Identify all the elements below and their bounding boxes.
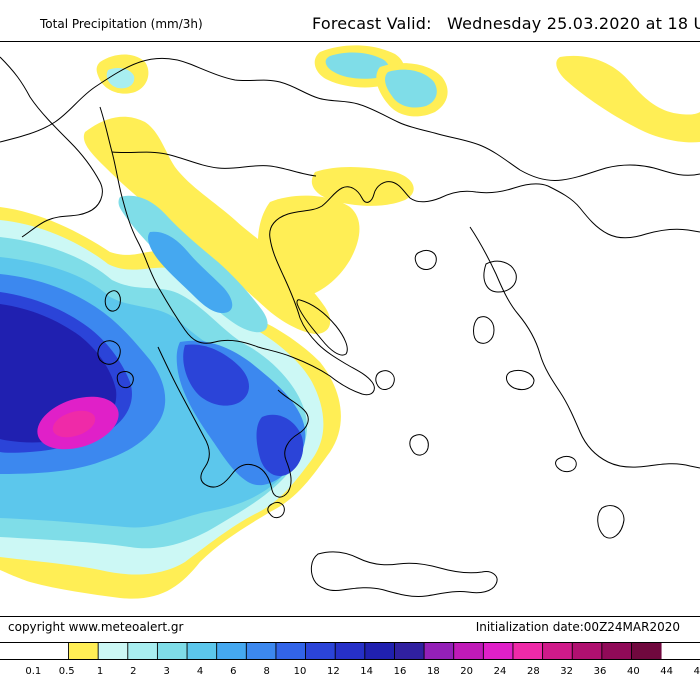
legend-label: 40 xyxy=(626,666,640,677)
precip-blue-north xyxy=(148,231,233,314)
coast-italy xyxy=(0,56,103,238)
map-canvas xyxy=(0,45,700,599)
precip-field xyxy=(0,45,700,599)
legend-label: 2 xyxy=(130,666,137,677)
legend-swatch xyxy=(631,643,662,659)
initialization-date: Initialization date:00Z24MAR2020 xyxy=(475,620,680,634)
forecast-day: Wednesday xyxy=(447,14,542,33)
legend-label: 48 xyxy=(693,666,700,677)
legend-swatch xyxy=(38,643,69,659)
island-naxos xyxy=(409,434,429,456)
precip-yellow-chalkidiki xyxy=(311,167,414,206)
legend-swatch xyxy=(542,643,573,659)
border-greece-north xyxy=(111,151,317,177)
legend-swatch xyxy=(275,643,306,659)
color-legend: 0.10.512346810121416182024283236404448 xyxy=(0,642,700,700)
coast-crete xyxy=(310,551,498,597)
island-kos xyxy=(555,455,577,473)
map-title: Total Precipitation (mm/3h) xyxy=(40,17,203,31)
legend-swatch xyxy=(483,643,514,659)
legend-label: 14 xyxy=(360,666,374,677)
legend-swatch xyxy=(187,643,218,659)
island-lesvos xyxy=(483,260,517,293)
legend-label: 24 xyxy=(493,666,507,677)
legend-label: 16 xyxy=(393,666,407,677)
legend-label: 0.1 xyxy=(25,666,42,677)
legend-label: 28 xyxy=(526,666,540,677)
legend-label: 4 xyxy=(196,666,204,677)
island-andros xyxy=(375,370,395,390)
island-kythera xyxy=(267,501,285,519)
legend-label: 12 xyxy=(326,666,340,677)
legend-label: 20 xyxy=(460,666,474,677)
island-corfu xyxy=(104,290,121,312)
legend-swatch xyxy=(246,643,277,659)
legend-label: 32 xyxy=(560,666,574,677)
legend-label: 3 xyxy=(163,666,170,677)
legend-swatch xyxy=(394,643,425,659)
precip-yellow-thessaly xyxy=(257,195,360,299)
legend-swatch xyxy=(601,643,632,659)
precipitation-map xyxy=(0,41,700,617)
island-zakynthos xyxy=(116,371,134,389)
precip-darkblue-east xyxy=(256,414,304,477)
precip-yellow-turkey-band xyxy=(556,55,700,143)
coastlines xyxy=(0,56,700,597)
header: Total Precipitation (mm/3h) Forecast Val… xyxy=(0,0,700,40)
island-limnos xyxy=(414,249,437,270)
legend-swatch xyxy=(512,643,544,659)
legend-labels: 0.10.512346810121416182024283236404448 xyxy=(0,666,700,682)
precip-cyan-northwest xyxy=(106,68,135,89)
forecast-valid: Forecast Valid: Wednesday 25.03.2020 at … xyxy=(312,14,700,33)
legend-swatch xyxy=(157,643,188,659)
legend-label: 8 xyxy=(263,666,270,677)
copyright-text: copyright www.meteoalert.gr xyxy=(8,620,184,634)
coast-peloponnese xyxy=(157,346,309,498)
legend-label: 36 xyxy=(593,666,607,677)
legend-color-bar xyxy=(0,642,700,660)
precip-cyan-bulgaria-b xyxy=(385,69,437,108)
coast-north-aegean xyxy=(269,181,549,319)
legend-swatch xyxy=(68,643,99,659)
legend-label: 10 xyxy=(293,666,307,677)
precip-cyan-bulgaria-a xyxy=(325,52,390,79)
border-balkans xyxy=(0,57,700,181)
island-euboea xyxy=(296,299,348,356)
legend-label: 18 xyxy=(426,666,440,677)
legend-swatch xyxy=(305,643,336,659)
coast-greece-west xyxy=(99,106,293,358)
legend-swatch xyxy=(572,643,603,659)
island-rhodes xyxy=(597,505,625,539)
border-turkey xyxy=(547,185,700,239)
coast-turkey-west xyxy=(469,226,700,469)
island-samos xyxy=(506,369,535,391)
legend-label: 0.5 xyxy=(58,666,75,677)
forecast-date: 25.03.2020 xyxy=(546,14,641,33)
forecast-label: Forecast Valid: xyxy=(312,14,432,33)
precip-pink-core xyxy=(52,410,96,438)
legend-swatch xyxy=(127,643,158,659)
island-kefalonia xyxy=(97,340,121,365)
forecast-at: at xyxy=(645,14,663,33)
legend-label: 6 xyxy=(230,666,237,677)
legend-swatch xyxy=(364,643,395,659)
legend-swatch xyxy=(453,643,484,659)
legend-swatch xyxy=(424,643,455,659)
coast-attica xyxy=(291,317,375,396)
legend-label: 1 xyxy=(96,666,104,677)
island-chios xyxy=(473,316,495,344)
forecast-time: 18 UTC xyxy=(667,14,700,33)
legend-label: 44 xyxy=(660,666,674,677)
legend-swatch xyxy=(98,643,129,659)
legend-swatch xyxy=(216,643,247,659)
legend-swatch xyxy=(335,643,366,659)
precip-darkblue-pelop xyxy=(183,344,249,406)
